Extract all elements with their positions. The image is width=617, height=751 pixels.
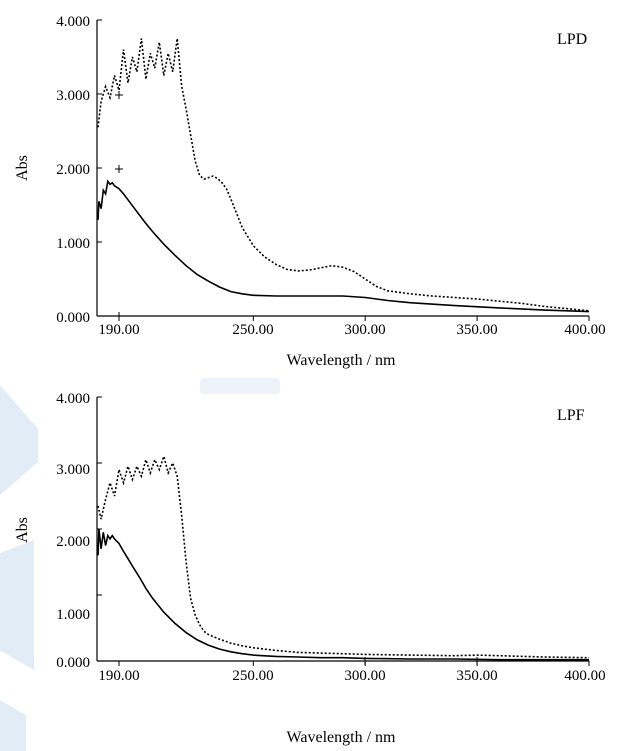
x-tick-label: 190.00 — [98, 322, 139, 338]
y-tick-label: 4.000 — [56, 391, 90, 407]
watermark-shape-left-2 — [0, 540, 34, 670]
y-tick-label: 1.000 — [56, 236, 90, 252]
series-line-solid — [97, 528, 589, 661]
x-tick-label: 400.00 — [564, 668, 605, 684]
series-line-dotted — [97, 453, 590, 659]
y-axis-title: Abs — [14, 517, 31, 543]
cursor-marker — [361, 657, 369, 665]
x-tick-label: 250.00 — [232, 322, 273, 338]
x-tick-label: 300.00 — [344, 322, 385, 338]
cursor-marker — [115, 312, 123, 320]
y-tick-label: 2.000 — [56, 534, 90, 550]
y-tick-label: 4.000 — [56, 14, 90, 30]
y-tick-label: 2.000 — [56, 162, 90, 178]
cursor-marker — [473, 657, 481, 665]
series-line-solid — [97, 179, 590, 313]
chart-panel-lpd: 4.000 3.000 2.000 1.000 0.000 190.00 250… — [14, 14, 606, 369]
y-tick-label: 3.000 — [56, 88, 90, 104]
y-tick-label: 0.000 — [56, 655, 90, 671]
chart-panel-lpf: 4.000 3.000 2.000 1.000 0.000 190.00 250… — [14, 391, 606, 746]
x-tick-label: 190.00 — [98, 668, 139, 684]
x-tick-label: 400.00 — [564, 322, 605, 338]
y-axis-title: Abs — [14, 155, 31, 181]
y-tick-label: 3.000 — [56, 462, 90, 478]
x-tick-label: 350.00 — [456, 322, 497, 338]
x-tick-label: 300.00 — [344, 668, 385, 684]
series-line-dotted — [97, 38, 590, 312]
x-tick-label: 350.00 — [456, 668, 497, 684]
panel-label-lpf: LPF — [557, 407, 585, 424]
watermark-shape-top — [200, 378, 280, 394]
y-tick-label: 1.000 — [56, 607, 90, 623]
panel-label-lpd: LPD — [557, 31, 587, 48]
x-axis-title: Wavelength / nm — [287, 352, 396, 369]
y-tick-label: 0.000 — [56, 310, 90, 326]
x-axis-title: Wavelength / nm — [287, 729, 396, 746]
cursor-marker — [115, 165, 123, 173]
x-tick-label: 250.00 — [232, 668, 273, 684]
cursor-marker — [115, 91, 123, 99]
